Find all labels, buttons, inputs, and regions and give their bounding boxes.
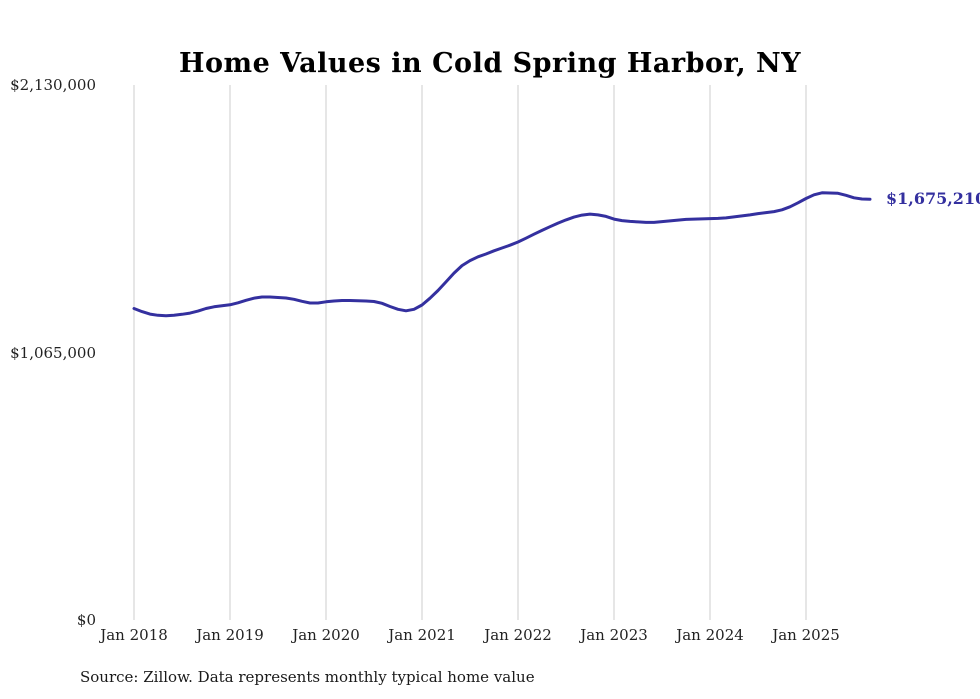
x-tick-label: Jan 2020 <box>292 626 360 644</box>
chart-title: Home Values in Cold Spring Harbor, NY <box>178 48 802 80</box>
x-tick-label: Jan 2021 <box>388 626 456 644</box>
y-tick-label: $0 <box>76 611 96 629</box>
x-tick-label: Jan 2025 <box>772 626 840 644</box>
x-tick-label: Jan 2018 <box>100 626 168 644</box>
y-tick-label: $2,130,000 <box>10 76 96 94</box>
home-value-line <box>132 191 872 318</box>
gridlines <box>133 85 807 620</box>
x-tick-label: Jan 2019 <box>196 626 264 644</box>
source-attribution: Source: Zillow. Data represents monthly … <box>80 668 535 686</box>
x-tick-label: Jan 2023 <box>580 626 648 644</box>
y-tick-label: $1,065,000 <box>10 343 96 362</box>
x-tick-label: Jan 2024 <box>676 626 744 644</box>
x-tick-label: Jan 2022 <box>484 626 552 644</box>
final-value-label: $1,675,210 <box>886 189 980 209</box>
